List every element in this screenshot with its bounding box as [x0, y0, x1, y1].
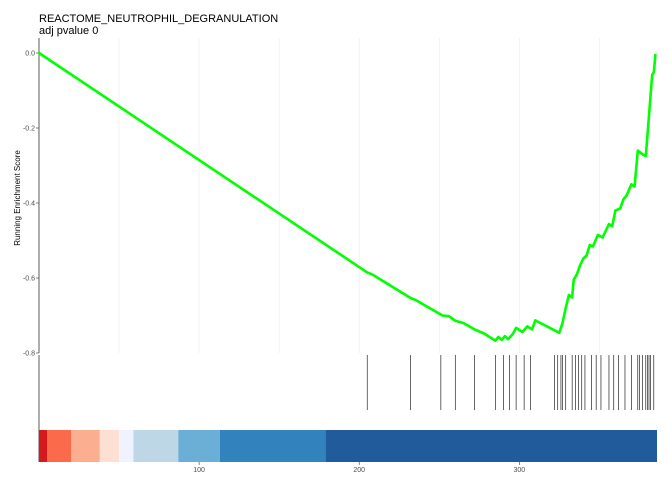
heatmap-segment	[133, 430, 179, 462]
enrichment-line-layer	[37, 51, 657, 342]
y-axis-title: Running Enrichment Score	[13, 150, 22, 246]
rank-heatmap	[39, 430, 657, 462]
chart-subtitle: adj pvalue 0	[39, 25, 98, 37]
y-tick-label: 0.0	[25, 51, 35, 58]
heatmap-segment	[71, 430, 100, 462]
heatmap-segment	[119, 430, 134, 462]
x-tick-label: 100	[193, 467, 205, 474]
heatmap-segment	[39, 430, 48, 462]
y-tick-label: -0.4	[23, 201, 35, 208]
enrichment-score-line	[37, 51, 657, 342]
gene-hit-marks	[366, 355, 655, 410]
heatmap-segment	[99, 430, 120, 462]
heatmap-segment	[178, 430, 220, 462]
y-tick-label: -0.6	[23, 276, 35, 283]
heatmap-segment	[325, 430, 657, 462]
heatmap-segment	[47, 430, 72, 462]
y-axis-ticks: 0.0 -0.2 -0.4 -0.6 -0.8	[23, 51, 39, 358]
y-tick-label: -0.8	[23, 351, 35, 358]
x-tick-label: 200	[353, 467, 365, 474]
heatmap-segment	[219, 430, 326, 462]
gridlines	[118, 38, 600, 353]
y-tick-label: -0.2	[23, 126, 35, 133]
x-tick-label: 300	[513, 467, 525, 474]
x-axis-ticks: 100 200 300	[193, 462, 525, 474]
chart-title: REACTOME_NEUTROPHIL_DEGRANULATION	[39, 13, 278, 25]
